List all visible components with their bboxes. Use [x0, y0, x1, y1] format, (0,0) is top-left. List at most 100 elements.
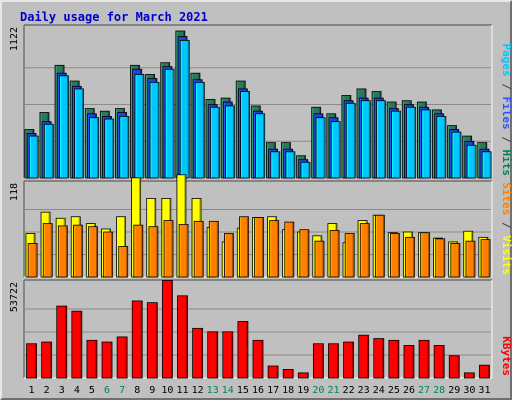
bar-sites-day-23: [359, 223, 370, 278]
legend-kbytes: KBytes: [500, 336, 512, 376]
bar-sites-day-13: [208, 220, 219, 278]
y-tick-label-visits-sites: 118: [9, 183, 20, 201]
x-tick-label-day-9: 9: [149, 385, 155, 396]
bar-kbytes-day-13: [207, 331, 219, 379]
bar-pages-day-15: [240, 91, 251, 179]
bar-pages-day-30: [466, 144, 477, 179]
x-tick-label-day-2: 2: [44, 385, 50, 396]
bar-kbytes-day-15: [237, 321, 249, 379]
x-tick-label-day-21: 21: [327, 385, 339, 396]
bar-kbytes-day-9: [146, 302, 158, 379]
bar-kbytes-day-11: [177, 295, 188, 379]
bar-sites-day-21: [329, 230, 340, 278]
bar-pages-day-9: [149, 81, 160, 179]
bar-sites-day-25: [390, 233, 400, 278]
bar-sites-day-28: [435, 238, 446, 278]
bar-pages-day-16: [255, 113, 266, 179]
bar-sites-day-11: [178, 223, 189, 278]
bar-sites-day-31: [480, 239, 491, 278]
x-tick-label-day-26: 26: [403, 385, 415, 396]
x-tick-label-day-12: 12: [192, 385, 204, 396]
bar-pages-day-24: [376, 100, 386, 179]
bar-pages-day-4: [74, 88, 84, 179]
legend-part-hits-files-pages-0: Pages: [500, 44, 512, 77]
bar-kbytes-day-12: [192, 327, 204, 379]
bar-sites-day-16: [254, 217, 265, 278]
bar-pages-day-17: [270, 151, 281, 179]
bar-kbytes-day-18: [282, 369, 294, 379]
x-tick-label-day-14: 14: [222, 385, 234, 396]
bar-kbytes-day-22: [343, 341, 354, 379]
bar-kbytes-day-2: [41, 341, 53, 379]
bar-kbytes-day-6: [101, 341, 113, 379]
bar-sites-day-27: [420, 232, 431, 278]
bar-sites-day-18: [284, 221, 295, 278]
y-tick-label-hits-files-pages: 1122: [9, 27, 20, 51]
bar-pages-day-31: [481, 151, 492, 179]
bar-sites-day-12: [193, 220, 204, 278]
y-tick-label-kbytes: 53722: [9, 282, 20, 312]
x-tick-label-day-29: 29: [448, 385, 460, 396]
x-tick-label-day-28: 28: [433, 385, 445, 396]
bar-sites-day-17: [269, 220, 280, 278]
bar-sites-day-9: [148, 226, 159, 278]
bar-kbytes-day-25: [388, 339, 400, 379]
bar-pages-day-5: [89, 117, 100, 179]
x-tick-label-day-16: 16: [252, 385, 264, 396]
x-tick-label-day-7: 7: [119, 385, 125, 396]
bar-kbytes-day-31: [479, 364, 490, 379]
x-tick-label-day-30: 30: [463, 385, 475, 396]
bar-kbytes-day-17: [267, 365, 279, 379]
bar-kbytes-day-24: [373, 338, 385, 379]
bar-sites-day-10: [163, 220, 174, 278]
bar-pages-day-3: [59, 75, 69, 179]
x-tick-label-day-17: 17: [267, 385, 279, 396]
bar-kbytes-day-5: [86, 339, 98, 379]
x-tick-label-day-20: 20: [312, 385, 324, 396]
bar-kbytes-day-19: [297, 372, 309, 379]
chart-title: Daily usage for March 2021: [20, 10, 208, 24]
x-tick-label-day-8: 8: [134, 385, 140, 396]
legend-part-visits-sites-1: /: [500, 215, 512, 235]
bar-pages-day-26: [406, 106, 417, 179]
bar-sites-day-8: [133, 224, 144, 278]
bar-sites-day-4: [73, 224, 83, 278]
bar-kbytes-day-8: [131, 300, 143, 379]
bar-sites-day-19: [299, 229, 310, 278]
bar-pages-day-6: [104, 118, 115, 179]
bar-sites-day-26: [405, 236, 415, 278]
bar-pages-day-23: [360, 100, 371, 179]
bar-kbytes-day-27: [418, 339, 430, 379]
bar-sites-day-6: [103, 231, 114, 278]
bar-pages-day-18: [285, 151, 296, 179]
bar-kbytes-day-16: [252, 339, 264, 379]
bar-sites-day-20: [314, 240, 325, 278]
x-tick-label-day-15: 15: [237, 385, 249, 396]
x-tick-label-day-22: 22: [343, 385, 355, 396]
bar-kbytes-day-28: [433, 345, 445, 379]
legend-hits-files-pages: Pages / Files / Hits: [500, 44, 512, 177]
x-tick-label-day-31: 31: [478, 385, 490, 396]
bar-pages-day-19: [300, 161, 311, 179]
bar-kbytes-day-4: [71, 310, 83, 379]
legend-part-kbytes-0: KBytes: [500, 336, 512, 376]
bar-pages-day-20: [315, 117, 326, 179]
bar-kbytes-day-23: [358, 334, 370, 379]
x-tick-label-day-1: 1: [29, 385, 35, 396]
bar-kbytes-day-1: [26, 343, 37, 379]
bar-pages-day-27: [421, 109, 432, 179]
bar-sites-day-24: [374, 214, 385, 278]
x-tick-label-day-4: 4: [74, 385, 80, 396]
x-tick-label-day-23: 23: [358, 385, 370, 396]
bar-kbytes-day-20: [312, 343, 324, 379]
legend-part-visits-sites-2: Visits: [500, 235, 512, 275]
bar-kbytes-day-26: [403, 345, 415, 379]
bar-kbytes-day-29: [448, 355, 460, 379]
bar-pages-day-25: [391, 110, 401, 179]
bar-pages-day-22: [345, 102, 356, 179]
bar-sites-day-2: [42, 223, 53, 278]
panel-kbytes: 53722 KBytes: [9, 279, 512, 379]
legend-part-visits-sites-0: Sites: [500, 182, 512, 215]
bar-sites-day-22: [344, 233, 355, 278]
